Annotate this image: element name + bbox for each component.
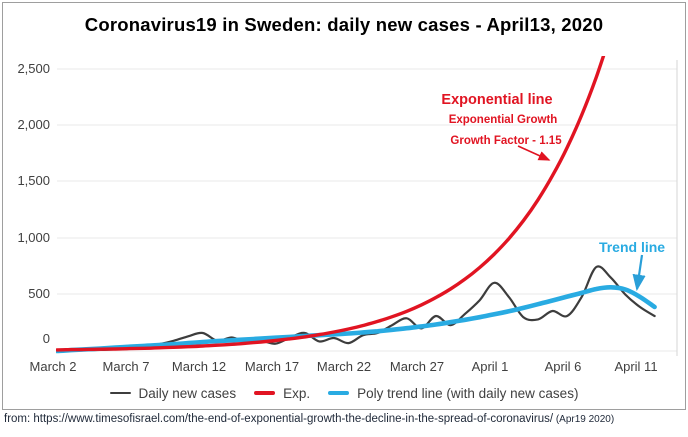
x-tick-april-6: April 6: [544, 359, 582, 374]
growth-factor-label: Growth Factor - 1.15: [450, 135, 562, 147]
x-tick-march-27: March 27: [389, 359, 445, 374]
exp-line-swatch-icon: [254, 391, 276, 395]
trend-line-label: Trend line: [598, 239, 666, 255]
series-line-0: [56, 265, 656, 353]
source-date: (Apr19 2020): [553, 414, 615, 425]
legend-item-daily-new-cases: Daily new cases: [109, 385, 237, 401]
gridlines: [57, 68, 677, 352]
x-tick-april-1: April 1: [471, 359, 509, 374]
chart-plot: [56, 56, 678, 356]
y-tick-2000: 2,000: [17, 117, 50, 132]
x-tick-march-12: March 12: [171, 359, 227, 374]
x-tick-april-11: April 11: [614, 359, 658, 374]
y-tick-1000: 1,000: [17, 230, 50, 245]
series-lines: [56, 56, 657, 354]
y-tick-2500: 2,500: [17, 61, 50, 76]
exponential-growth-label: Exponential Growth: [448, 114, 558, 126]
x-tick-march-17: March 17: [244, 359, 300, 374]
x-tick-march-2: March 2: [29, 359, 77, 374]
series-line-2: [56, 284, 657, 354]
chart-legend: Daily new cases Exp. Poly trend line (wi…: [0, 382, 688, 404]
exponential-line-label: Exponential line: [441, 92, 553, 108]
legend-item-exp: Exp.: [254, 386, 310, 401]
exponential-annotation-arrow: [517, 145, 551, 161]
legend-label: Exp.: [283, 385, 311, 401]
trend-annotation-arrow: [632, 254, 646, 292]
daily-line-swatch-icon: [109, 391, 131, 395]
series-line-1: [56, 56, 606, 352]
y-tick-1500: 1,500: [17, 173, 50, 188]
legend-label: Daily new cases: [138, 385, 237, 401]
source-url-text: from: https://www.timesofisrael.com/the-…: [4, 413, 554, 425]
y-tick-500: 500: [28, 286, 50, 301]
x-tick-march-7: March 7: [102, 359, 150, 374]
legend-item-poly-trend: Poly trend line (with daily new cases): [328, 386, 578, 401]
trend-line-swatch-icon: [328, 391, 350, 395]
source-citation: from: https://www.timesofisrael.com/the-…: [4, 413, 688, 425]
x-tick-march-22: March 22: [316, 359, 372, 374]
y-tick-0: 0: [42, 331, 50, 346]
legend-label: Poly trend line (with daily new cases): [357, 385, 579, 401]
chart-title: Coronavirus19 in Sweden: daily new cases…: [84, 14, 604, 35]
